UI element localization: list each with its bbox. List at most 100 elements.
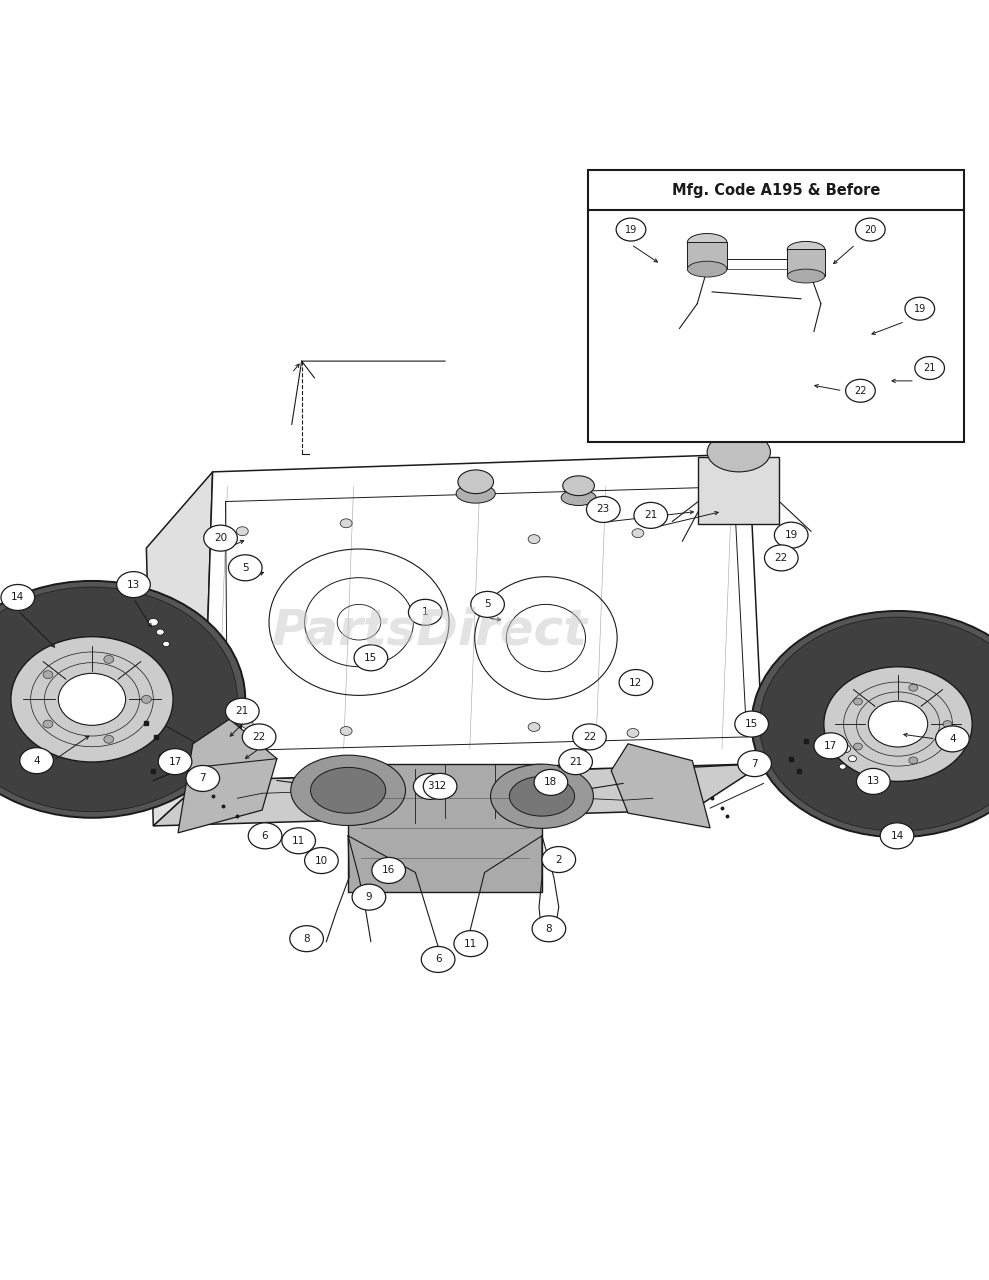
Ellipse shape [20, 748, 53, 773]
Ellipse shape [372, 858, 405, 883]
Ellipse shape [413, 773, 447, 800]
Polygon shape [178, 719, 277, 833]
Text: 4: 4 [949, 733, 955, 744]
Ellipse shape [909, 685, 918, 691]
Ellipse shape [909, 756, 918, 764]
Ellipse shape [290, 925, 323, 951]
Text: 6: 6 [435, 955, 441, 964]
Text: 13: 13 [127, 580, 140, 590]
Ellipse shape [528, 723, 540, 731]
Ellipse shape [421, 946, 455, 973]
Ellipse shape [236, 527, 248, 535]
Ellipse shape [824, 667, 972, 781]
Ellipse shape [141, 695, 151, 703]
Text: 15: 15 [364, 653, 378, 663]
Ellipse shape [186, 765, 220, 791]
Text: 17: 17 [824, 741, 838, 751]
Ellipse shape [849, 755, 856, 762]
Text: Mfg. Code A195 & Before: Mfg. Code A195 & Before [673, 183, 880, 197]
Ellipse shape [408, 599, 442, 626]
Ellipse shape [352, 884, 386, 910]
Text: 17: 17 [168, 756, 182, 767]
Text: 23: 23 [596, 504, 610, 515]
Ellipse shape [854, 744, 862, 750]
Text: 19: 19 [625, 224, 637, 234]
Ellipse shape [340, 727, 352, 736]
Ellipse shape [0, 588, 237, 812]
Text: 18: 18 [544, 777, 558, 787]
Text: 20: 20 [864, 224, 876, 234]
Ellipse shape [311, 768, 386, 813]
Text: 8: 8 [304, 933, 310, 943]
Ellipse shape [456, 484, 495, 503]
Text: 22: 22 [583, 732, 596, 742]
Text: 7: 7 [752, 759, 758, 768]
Ellipse shape [868, 701, 928, 748]
Text: 4: 4 [34, 755, 40, 765]
Ellipse shape [291, 755, 405, 826]
Ellipse shape [563, 476, 594, 495]
Text: 3: 3 [427, 781, 433, 791]
Ellipse shape [0, 581, 245, 818]
Ellipse shape [616, 218, 646, 241]
Ellipse shape [117, 572, 150, 598]
Text: 8: 8 [546, 924, 552, 934]
FancyBboxPatch shape [698, 457, 779, 525]
Ellipse shape [707, 433, 770, 472]
Ellipse shape [248, 823, 282, 849]
Ellipse shape [764, 545, 798, 571]
Ellipse shape [854, 698, 862, 705]
Ellipse shape [423, 773, 457, 800]
Ellipse shape [634, 502, 668, 529]
Text: 14: 14 [11, 593, 25, 603]
Ellipse shape [534, 769, 568, 795]
Text: 19: 19 [914, 303, 926, 314]
Ellipse shape [687, 233, 727, 251]
Text: 21: 21 [924, 364, 936, 372]
Ellipse shape [282, 828, 315, 854]
Ellipse shape [204, 525, 237, 552]
Ellipse shape [735, 712, 768, 737]
Text: 22: 22 [252, 732, 266, 742]
Ellipse shape [528, 535, 540, 544]
Ellipse shape [586, 497, 620, 522]
Text: 5: 5 [242, 563, 248, 573]
Ellipse shape [559, 749, 592, 774]
Ellipse shape [787, 242, 825, 257]
Ellipse shape [573, 724, 606, 750]
Polygon shape [611, 744, 710, 828]
Ellipse shape [905, 297, 935, 320]
Text: 11: 11 [464, 938, 478, 948]
Text: 21: 21 [569, 756, 583, 767]
Ellipse shape [814, 733, 848, 759]
Ellipse shape [915, 357, 944, 379]
Bar [687, 242, 727, 269]
Polygon shape [146, 472, 213, 826]
Text: 1: 1 [422, 607, 428, 617]
Polygon shape [153, 764, 764, 826]
Ellipse shape [11, 636, 173, 762]
Ellipse shape [760, 617, 989, 831]
Ellipse shape [936, 726, 969, 751]
Ellipse shape [509, 777, 575, 817]
Ellipse shape [354, 645, 388, 671]
Ellipse shape [228, 554, 262, 581]
Ellipse shape [752, 611, 989, 837]
Ellipse shape [163, 641, 170, 646]
Ellipse shape [856, 768, 890, 795]
Ellipse shape [44, 721, 53, 728]
Text: 21: 21 [235, 707, 249, 717]
Ellipse shape [687, 261, 727, 276]
Ellipse shape [104, 735, 114, 744]
Text: 16: 16 [382, 865, 396, 876]
Ellipse shape [44, 671, 53, 678]
Ellipse shape [340, 518, 352, 527]
Text: 10: 10 [315, 855, 328, 865]
Ellipse shape [156, 628, 164, 635]
Ellipse shape [846, 379, 875, 402]
Ellipse shape [841, 745, 851, 753]
Ellipse shape [491, 764, 593, 828]
Ellipse shape [58, 673, 126, 726]
Ellipse shape [242, 724, 276, 750]
Ellipse shape [839, 764, 846, 769]
